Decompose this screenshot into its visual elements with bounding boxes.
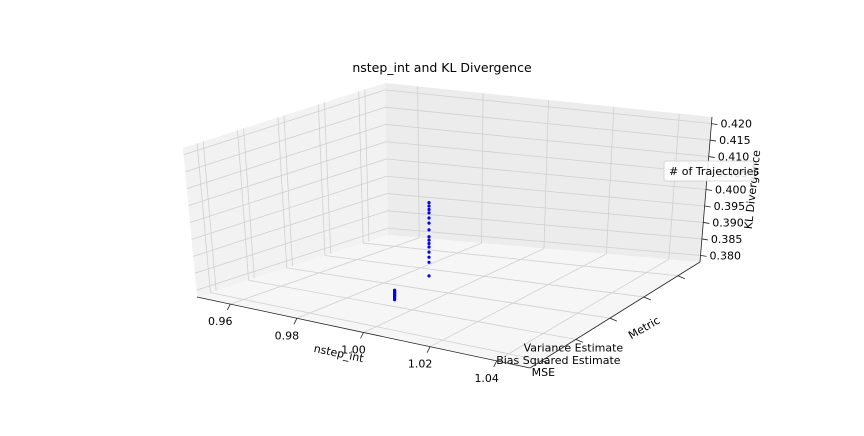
data-point	[427, 228, 431, 232]
z-grid-left	[191, 175, 387, 240]
z-grid-back	[386, 158, 707, 190]
x-grid-floor	[363, 248, 545, 333]
data-point	[427, 250, 431, 254]
z-tick-label: 0.420	[720, 118, 752, 131]
pane-left	[183, 83, 388, 297]
pane-floor	[197, 235, 700, 368]
y-tick-mark	[541, 360, 550, 364]
x-tick-mark	[493, 360, 498, 368]
y-grid-floor	[286, 267, 610, 319]
x-tick-label: 0.96	[208, 315, 233, 328]
x-tick-mark	[426, 346, 431, 353]
y-tick-label: Bias Squared Estimate	[496, 354, 621, 367]
data-point	[427, 235, 431, 239]
y-axis-label: Metric	[626, 314, 662, 342]
z-tick-mark	[708, 156, 715, 158]
data-points	[393, 201, 431, 302]
x-tick-mark	[293, 318, 298, 325]
legend: # of Trajectories	[663, 160, 759, 182]
z-tick-label: 0.395	[714, 200, 746, 213]
data-point	[427, 274, 431, 278]
z-axis-line	[699, 116, 713, 263]
data-point	[427, 201, 431, 205]
z-grid-back	[386, 141, 708, 174]
x-grid-floor	[230, 237, 420, 305]
data-point	[427, 245, 431, 249]
data-point	[427, 211, 431, 215]
z-tick-label: 0.400	[715, 184, 747, 197]
y-grid-floor	[248, 279, 576, 340]
x-tick-label: 0.98	[275, 329, 300, 342]
data-point	[427, 238, 431, 242]
data-point	[427, 260, 431, 264]
z-grid-left	[183, 89, 386, 156]
data-point	[427, 216, 431, 220]
y-tick-mark	[643, 296, 652, 301]
x-grid-floor	[296, 242, 482, 319]
z-grid-back	[387, 227, 701, 256]
data-point	[427, 207, 431, 212]
z-grid-back	[385, 106, 711, 141]
x-grid-floor	[496, 258, 670, 362]
z-tick-label: 0.385	[711, 233, 743, 246]
data-point	[427, 204, 431, 208]
z-grid-back	[385, 124, 709, 157]
z-tick-mark	[701, 238, 708, 241]
y-tick-mark	[677, 275, 686, 280]
z-grid-left	[188, 141, 387, 206]
data-point	[393, 288, 397, 292]
x-tick-label: 1.04	[474, 372, 499, 385]
data-point	[427, 221, 431, 225]
y-tick-label: MSE	[532, 366, 555, 379]
legend-box	[663, 160, 755, 182]
z-grid-left	[194, 210, 388, 274]
chart-title: nstep_int and KL Divergence	[352, 60, 532, 75]
z-tick-mark	[705, 189, 713, 191]
y-tick-mark	[575, 339, 584, 343]
pane-back	[385, 83, 712, 262]
z-tick-label: 0.390	[712, 216, 744, 229]
z-tick-mark	[711, 123, 718, 125]
x-tick-label: 1.02	[408, 358, 433, 371]
z-grid-back	[387, 210, 702, 240]
z-tick-mark	[703, 222, 710, 224]
z-tick-mark	[710, 139, 717, 142]
y-tick-mark	[609, 317, 618, 322]
z-tick-label: 0.410	[718, 151, 750, 164]
y-grid-floor	[363, 242, 678, 277]
x-axis-line	[196, 296, 531, 369]
z-tick-label: 0.415	[719, 134, 751, 147]
z-grid-left	[185, 106, 386, 173]
x-grid-floor	[429, 253, 607, 348]
legend-title: # of Trajectories	[669, 165, 759, 178]
grid-lines	[183, 86, 712, 362]
x-tick-label: 1.00	[341, 344, 366, 357]
y-grid-floor	[210, 292, 542, 361]
data-point	[427, 255, 431, 259]
z-grid-left	[186, 124, 386, 190]
data-point	[427, 241, 431, 246]
z-tick-mark	[700, 255, 707, 257]
y-tick-label: Variance Estimate	[524, 342, 624, 355]
z-tick-mark	[704, 205, 711, 208]
z-grid-back	[387, 193, 704, 223]
y-grid-floor	[324, 255, 644, 298]
x-tick-mark	[360, 332, 364, 339]
z-grid-left	[196, 227, 388, 291]
z-grid-left	[193, 193, 388, 257]
z-tick-label: 0.380	[710, 249, 742, 262]
x-tick-mark	[226, 303, 231, 311]
z-grid-left	[189, 158, 387, 223]
z-grid-back	[385, 89, 712, 124]
y-axis-line	[529, 261, 701, 369]
z-grid-back	[386, 175, 705, 207]
